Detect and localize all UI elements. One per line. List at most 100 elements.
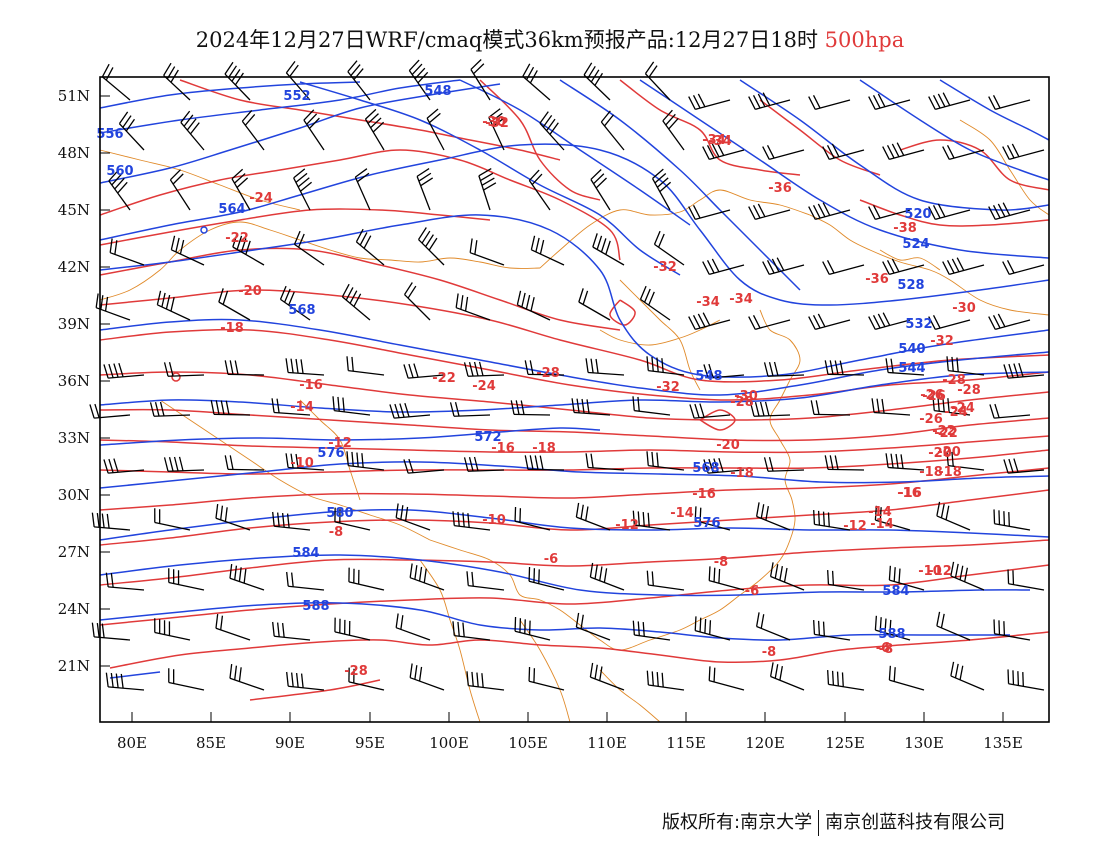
y-tick-label: 42N	[58, 258, 90, 276]
contour-label: -16	[897, 486, 921, 501]
wind-barb	[346, 356, 385, 376]
height-contour-line	[99, 602, 1010, 641]
wind-barb	[478, 168, 497, 211]
wind-barb	[149, 401, 191, 417]
copyright-left: 版权所有:南京大学	[662, 812, 813, 833]
copyright-right: 南京创蓝科技有限公司	[825, 812, 1006, 833]
wind-barb	[824, 360, 865, 376]
wind-barb	[769, 662, 805, 691]
temperature-contour-line	[859, 199, 1050, 227]
contour-label: -16	[898, 486, 922, 501]
boundary-line	[809, 214, 1050, 316]
contour-label: 532	[905, 317, 932, 332]
wind-barb	[154, 618, 191, 641]
height-contour-line	[459, 79, 691, 226]
wind-barb	[156, 290, 191, 321]
contour-label: -10	[918, 564, 942, 579]
contour-label: 560	[106, 164, 133, 179]
contour-label: -30	[734, 389, 758, 404]
wind-barb	[514, 506, 551, 531]
wind-barb	[168, 668, 205, 691]
wind-barb	[215, 503, 251, 531]
temperature-contour-line	[249, 679, 381, 701]
contour-label: -26	[920, 388, 944, 403]
wind-barb	[539, 111, 565, 151]
wind-barb	[993, 509, 1031, 531]
wind-barb	[874, 615, 911, 641]
wind-barb	[748, 203, 791, 220]
wind-barb	[662, 109, 685, 151]
contour-label: -24	[944, 405, 968, 420]
wind-barb	[928, 92, 971, 110]
x-tick-label: 100E	[429, 734, 469, 752]
wind-barb	[272, 511, 311, 531]
wind-barb	[575, 502, 611, 531]
wind-barb	[703, 457, 745, 474]
title-level: 500hpa	[824, 28, 905, 52]
wind-barb	[332, 396, 371, 416]
temperature-contour-line	[99, 247, 621, 331]
wind-barb	[224, 360, 265, 376]
wind-barb	[600, 110, 625, 151]
wind-barb	[354, 168, 371, 211]
wind-barb	[409, 663, 445, 691]
height-contour-line	[200, 226, 208, 234]
contour-label: -22	[934, 426, 958, 441]
wind-barbs	[89, 59, 1045, 691]
boundary-line	[879, 249, 941, 271]
wind-barb	[988, 94, 1031, 110]
wind-barb	[592, 233, 625, 266]
x-tick-label: 85E	[196, 734, 226, 752]
wind-barb	[395, 613, 431, 641]
wind-barb	[163, 362, 205, 377]
wind-barb	[653, 230, 685, 266]
contour-label: -16	[692, 487, 716, 502]
x-tick-label: 105E	[508, 734, 548, 752]
wind-barb	[528, 566, 565, 591]
temperature-contour-line	[109, 631, 1050, 669]
temperature-contour-line	[99, 449, 1050, 475]
contour-label: -26	[919, 412, 943, 427]
wind-barb	[272, 621, 311, 641]
wind-barb	[341, 283, 371, 321]
wind-barb	[688, 312, 731, 330]
contour-label: 572	[474, 430, 501, 445]
temperature-contour-line	[479, 79, 601, 201]
contour-label: -22	[932, 424, 956, 439]
contour-label: -6	[745, 584, 759, 599]
wind-barb	[522, 63, 551, 101]
contour-label: -28	[536, 366, 560, 381]
wind-barb	[694, 506, 731, 531]
y-tick-label: 48N	[58, 144, 90, 162]
contour-label: 584	[882, 584, 909, 599]
wind-barb	[409, 563, 445, 591]
height-contour-line	[99, 461, 1050, 489]
wind-barb	[632, 510, 671, 531]
wind-barb	[466, 571, 505, 591]
temperature-contour-line	[99, 289, 1050, 383]
wind-barb	[993, 619, 1031, 641]
contour-label: -22	[432, 371, 456, 386]
temperature-contour-line	[99, 489, 1050, 546]
wind-barb	[91, 512, 131, 531]
wind-barb	[888, 565, 925, 591]
height-contour-line	[99, 508, 1050, 541]
wind-barb	[118, 111, 145, 151]
temperature-contour-line	[759, 99, 881, 176]
wind-barb	[868, 312, 911, 330]
wind-barb	[154, 508, 191, 531]
contour-label: 588	[302, 599, 329, 614]
contour-label: 524	[902, 237, 929, 252]
contour-label: 564	[218, 202, 245, 217]
x-tick-label: 130E	[904, 734, 944, 752]
wind-barb	[632, 620, 671, 641]
height-contour-line	[859, 79, 1050, 181]
wind-barb	[769, 562, 805, 591]
wind-barb	[293, 168, 312, 211]
wind-barb	[888, 665, 925, 691]
temperature-contour-line	[99, 467, 1050, 511]
wind-barb	[169, 169, 191, 211]
wind-barb	[334, 507, 371, 531]
wind-barb	[882, 258, 925, 275]
contour-label: -14	[670, 506, 694, 521]
